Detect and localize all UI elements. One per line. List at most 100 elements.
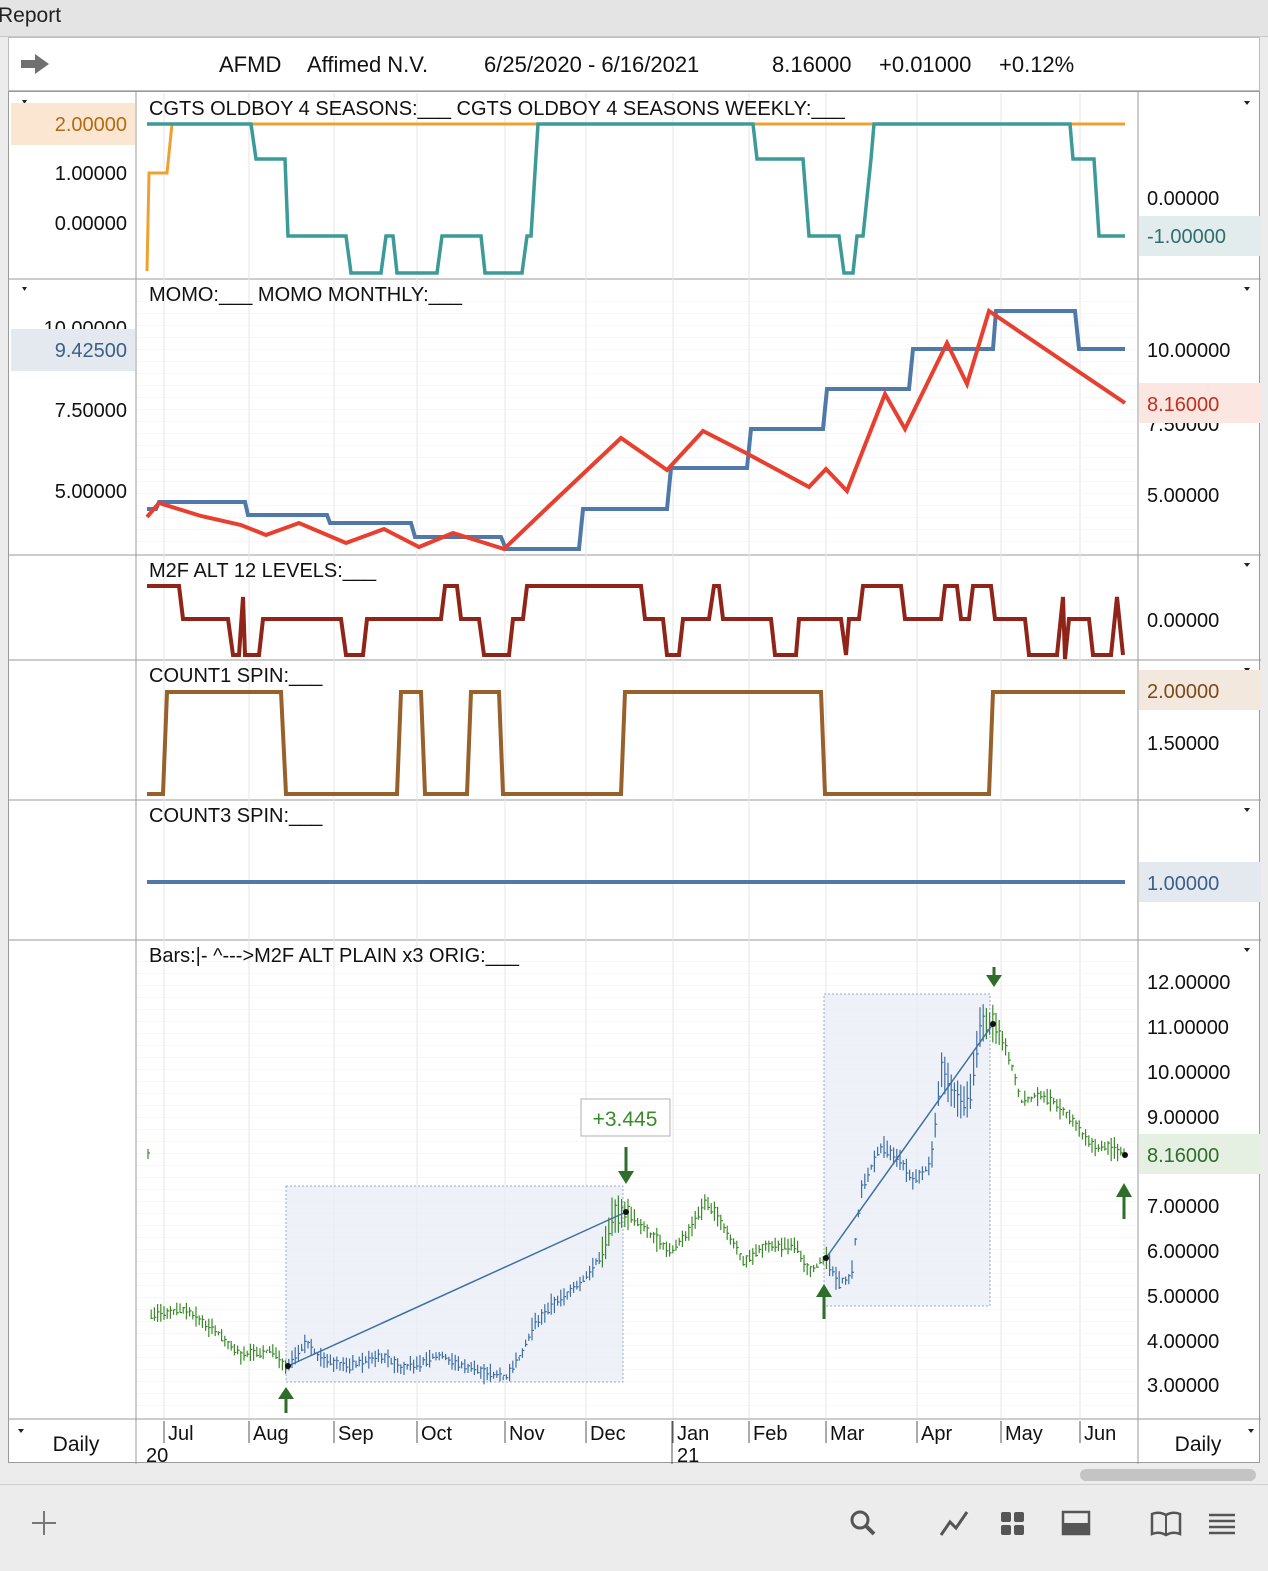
p4-right-tick-1: 1.50000 <box>1147 733 1219 755</box>
momo-monthly-blue-line <box>147 309 1125 551</box>
month-label-aug: Aug <box>253 1423 289 1445</box>
xaxis-left-menu-icon <box>18 1429 24 1433</box>
panel3-right-menu-icon <box>1244 563 1250 567</box>
p6-tick-11: 11.00000 <box>1147 1017 1229 1039</box>
seasons-orange-line <box>145 122 1125 272</box>
grid-icon[interactable] <box>995 1506 1029 1540</box>
swing-point-2 <box>623 1209 629 1215</box>
p6-right-badge: 8.16000 <box>1147 1145 1219 1167</box>
p2-left-tick-3: 5.00000 <box>55 481 127 503</box>
year-label-2020: 20 <box>146 1445 168 1464</box>
header-pct: +0.12% <box>999 52 1075 77</box>
panel-frames <box>9 92 1261 1464</box>
panel6-legend: Bars:|- ^--->M2F ALT PLAIN x3 ORIG:___ <box>149 945 520 967</box>
panel-menus[interactable] <box>18 100 1254 1433</box>
p1-right-tick-1: 0.00000 <box>1147 188 1219 210</box>
panel3-legend: M2F ALT 12 LEVELS:___ <box>149 560 377 582</box>
year-label-2021: 21 <box>677 1445 699 1464</box>
p1-left-tick-2: 0.00000 <box>55 213 127 235</box>
swing-point-5 <box>1122 1152 1128 1158</box>
header-symbol: AFMD <box>219 52 282 77</box>
month-label-may: May <box>1005 1423 1043 1445</box>
m2f-levels-line <box>147 584 1125 660</box>
search-icon[interactable] <box>846 1506 880 1540</box>
navigate-arrow-icon[interactable] <box>19 52 51 76</box>
swing-point-3 <box>823 1255 829 1261</box>
month-label-sep: Sep <box>338 1423 374 1445</box>
bottom-toolbar <box>0 1484 1268 1571</box>
month-label-jul: Jul <box>168 1423 194 1445</box>
panel5-legend: COUNT3 SPIN:___ <box>149 805 323 827</box>
panel1-left-menu-icon <box>22 100 27 104</box>
p1-left-badge-bg <box>11 103 135 145</box>
swing-line-1 <box>287 1211 627 1367</box>
p5-right-badge-bg <box>1139 862 1261 902</box>
header-last: 8.16000 <box>772 52 852 77</box>
seasons-teal-line <box>147 122 1125 275</box>
p6-tick-4: 4.00000 <box>1147 1331 1219 1353</box>
window-titlebar: Report <box>0 0 1268 37</box>
gain-annotation: +3.445 <box>593 1108 658 1131</box>
p2-left-badge: 9.42500 <box>55 340 127 362</box>
xaxis-right-menu-icon <box>1248 1429 1254 1433</box>
p4-right-badge-bg <box>1139 670 1261 710</box>
swing-line-2 <box>825 1023 994 1259</box>
swing-box-2 <box>823 993 991 1307</box>
right-period-label[interactable]: Daily <box>1175 1433 1222 1456</box>
p6-tick-7: 7.00000 <box>1147 1196 1219 1218</box>
draw-line-icon[interactable] <box>937 1506 971 1540</box>
p6-right-badge-bg <box>1139 1134 1261 1174</box>
horizontal-scrollbar[interactable] <box>1080 1469 1256 1481</box>
p2-right-tick-3: 5.00000 <box>1147 485 1219 507</box>
charts-svg[interactable]: CGTS OLDBOY 4 SEASONS:___ CGTS OLDBOY 4 … <box>9 92 1261 1464</box>
p2-right-tick-1: 10.00000 <box>1147 340 1230 362</box>
swing-box-1 <box>285 1185 624 1383</box>
month-label-mar: Mar <box>830 1423 865 1445</box>
header-range: 6/25/2020 - 6/16/2021 <box>484 52 700 77</box>
p1-left-badge: 2.00000 <box>55 114 127 136</box>
up-arrow-icon <box>1116 1183 1132 1219</box>
menu-icon[interactable] <box>1205 1506 1239 1540</box>
gain-annotation-box <box>580 1098 671 1137</box>
p4-right-badge: 2.00000 <box>1147 681 1219 703</box>
p6-tick-5: 5.00000 <box>1147 1286 1219 1308</box>
panel2-left-menu-icon <box>22 287 27 291</box>
p1-left-tick-1: 1.00000 <box>55 163 127 185</box>
panel2-right-menu-icon <box>1244 287 1250 291</box>
panel-icon[interactable] <box>1059 1506 1093 1540</box>
p1-right-badge: -1.00000 <box>1147 226 1226 248</box>
month-label-nov: Nov <box>509 1423 545 1445</box>
add-icon[interactable] <box>27 1506 61 1540</box>
book-icon[interactable] <box>1149 1506 1183 1540</box>
p6-tick-12: 12.00000 <box>1147 972 1230 994</box>
p2-right-badge-bg <box>1139 383 1261 423</box>
left-period-label[interactable]: Daily <box>53 1433 100 1456</box>
up-arrow-icon <box>816 1284 832 1319</box>
p6-tick-6: 6.00000 <box>1147 1241 1219 1263</box>
p5-right-badge: 1.00000 <box>1147 873 1219 895</box>
momo-red-line <box>145 307 1127 552</box>
p6-tick-3: 3.00000 <box>1147 1375 1219 1397</box>
month-label-oct: Oct <box>421 1423 453 1445</box>
signal-arrows <box>278 967 1132 1413</box>
panel5-right-menu-icon <box>1244 808 1250 812</box>
up-arrow-icon <box>278 1387 294 1413</box>
panel6-right-menu-icon <box>1244 948 1250 952</box>
swing-point-1 <box>285 1363 291 1369</box>
p2-left-badge-bg <box>11 329 135 371</box>
p6-tick-10: 10.00000 <box>1147 1062 1230 1084</box>
month-label-jun: Jun <box>1084 1423 1116 1445</box>
month-label-dec: Dec <box>590 1423 626 1445</box>
chart-area[interactable]: CGTS OLDBOY 4 SEASONS:___ CGTS OLDBOY 4 … <box>8 91 1261 1464</box>
panel1-right-menu-icon <box>1244 101 1250 105</box>
month-label-jan: Jan <box>677 1423 709 1445</box>
p1-right-badge-bg <box>1139 216 1261 256</box>
p2-left-tick-2: 7.50000 <box>55 400 127 422</box>
count1-spin-line <box>147 690 1125 796</box>
down-arrow-icon <box>618 1147 634 1184</box>
p2-right-badge: 8.16000 <box>1147 394 1219 416</box>
x-axis: Jul Aug Sep Oct Nov Dec Jan Feb Mar Apr May Jun <box>163 1421 1116 1445</box>
p3-right-tick-1: 0.00000 <box>1147 610 1219 632</box>
panel2-legend: MOMO:___ MOMO MONTHLY:___ <box>149 284 463 306</box>
swing-point-4 <box>990 1021 996 1027</box>
